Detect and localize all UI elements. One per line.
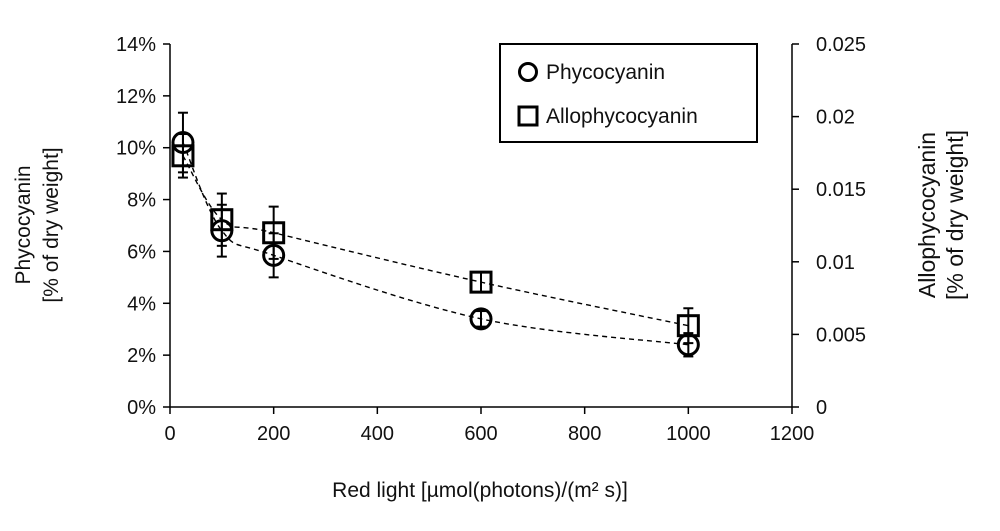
- legend-label-phycocyanin: Phycocyanin: [546, 61, 665, 84]
- x-tick-label: 800: [568, 423, 601, 445]
- error-bars: [177, 111, 694, 358]
- legend-circle-icon: [518, 62, 538, 82]
- legend-square-icon: [517, 105, 539, 127]
- x-axis-label: Red light [µmol(photons)/(m² s)]: [332, 479, 628, 502]
- x-tick-label: 600: [464, 423, 497, 445]
- left-y-tick-label: 6%: [127, 241, 156, 263]
- x-tick-label: 1000: [666, 423, 711, 445]
- x-tick-label: 1200: [770, 423, 815, 445]
- trendline-phycocyanin: [182, 142, 689, 346]
- left-y-axis-ticks: 0% 2% 4% 6% 8% 10% 12% 14%: [116, 34, 170, 419]
- x-tick-label: 0: [164, 423, 175, 445]
- right-y-axis-label-line-1: Allophycocyanin: [914, 132, 940, 298]
- point-allophycocyanin: [210, 208, 234, 232]
- point-phycocyanin: [171, 131, 195, 155]
- point-phycocyanin: [469, 307, 493, 331]
- left-y-axis-label-line-2: [% of dry weight]: [40, 147, 63, 302]
- left-y-tick-label: 0%: [127, 397, 156, 419]
- left-y-tick-label: 8%: [127, 190, 156, 212]
- legend-label-allophycocyanin: Allophycocyanin: [546, 105, 698, 128]
- left-y-tick-label: 10%: [116, 138, 156, 160]
- point-allophycocyanin: [469, 270, 493, 294]
- left-y-tick-label: 14%: [116, 34, 156, 56]
- right-y-tick-label: 0.025: [816, 34, 866, 56]
- point-phycocyanin: [262, 243, 286, 267]
- point-allophycocyanin: [676, 314, 700, 338]
- x-tick-label: 200: [257, 423, 290, 445]
- data-markers: [171, 131, 700, 357]
- trendlines: [182, 142, 689, 346]
- right-y-tick-label: 0.005: [816, 324, 866, 346]
- left-y-tick-label: 12%: [116, 86, 156, 108]
- right-y-axis-label-line-2: [% of dry weight]: [942, 130, 968, 300]
- legend: Phycocyanin Allophycocyanin: [499, 43, 758, 143]
- right-y-tick-label: 0: [816, 397, 827, 419]
- x-axis-ticks: 0 200 400 600 800 1000 1200: [164, 407, 814, 445]
- right-y-axis-ticks: 0 0.005 0.01 0.015 0.02 0.025: [792, 34, 866, 419]
- point-allophycocyanin: [171, 144, 195, 168]
- x-tick-label: 400: [361, 423, 394, 445]
- right-y-tick-label: 0.015: [816, 179, 866, 201]
- left-y-tick-label: 2%: [127, 345, 156, 367]
- left-y-axis-label-line-1: Phycocyanin: [12, 165, 35, 284]
- right-y-tick-label: 0.01: [816, 252, 855, 274]
- legend-box: [499, 43, 758, 143]
- trendline-allophycocyanin: [182, 155, 689, 327]
- left-y-tick-label: 4%: [127, 293, 156, 315]
- right-y-tick-label: 0.02: [816, 107, 855, 129]
- point-allophycocyanin: [262, 221, 286, 245]
